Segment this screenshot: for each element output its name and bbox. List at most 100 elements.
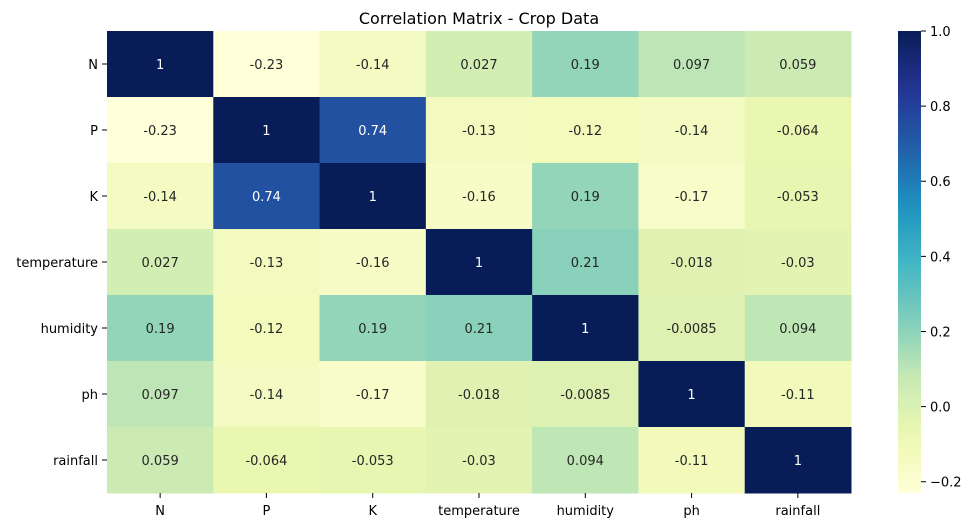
colorbar-tick-label: 0.0 [930,401,951,416]
heatmap-cell [107,31,214,98]
heatmap-cells [107,31,852,494]
cell-annotation: 1 [262,124,270,139]
heatmap-cell [532,229,639,296]
cell-annotation: -0.12 [568,124,602,139]
cell-annotation: -0.064 [245,454,287,469]
x-tick-label: K [368,504,377,519]
heatmap-cell [107,163,214,230]
cell-annotation: -0.03 [462,454,496,469]
heatmap-cell [425,427,533,494]
heatmap-cell [532,163,639,230]
heatmap-cell [213,163,321,230]
heatmap-cell [319,229,427,296]
heatmap-cell [107,229,214,296]
cell-annotation: -0.0085 [560,388,610,403]
heatmap-cell [532,31,639,98]
heatmap-cell [532,97,639,164]
heatmap-cell [213,427,321,494]
cell-annotation: -0.23 [250,58,284,73]
colorbar-tick-label: 0.2 [930,325,951,340]
cell-annotation: 1 [687,388,695,403]
cell-annotation: -0.11 [675,454,709,469]
colorbar-tick-label: 1.0 [930,25,951,40]
cell-annotation: -0.053 [352,454,394,469]
heatmap-cell [213,295,321,362]
y-tick-label: K [89,190,98,205]
cell-annotation: 1 [369,190,377,205]
colorbar-tick-label: −0.2 [930,476,962,491]
cell-annotation: -0.12 [250,322,284,337]
heatmap-cell [319,31,427,98]
heatmap-cell [425,163,533,230]
heatmap-cell [638,31,746,98]
colorbar-tick-label: 0.4 [930,250,951,265]
cell-annotation: -0.17 [675,190,709,205]
heatmap-cell [638,427,746,494]
cell-annotation: -0.16 [462,190,496,205]
cell-annotation: 0.027 [142,256,179,271]
heatmap-cell [319,361,427,428]
heatmap-cell [532,427,639,494]
heatmap-cell [744,427,852,494]
cell-annotation: -0.17 [356,388,390,403]
cell-annotation: -0.053 [777,190,819,205]
heatmap-cell [425,229,533,296]
cell-annotation: -0.0085 [666,322,716,337]
x-tick-label: P [263,504,271,519]
y-tick-label: P [90,124,98,139]
heatmap-cell [425,31,533,98]
heatmap-cell [744,295,852,362]
heatmap-cell [744,97,852,164]
x-tick-label: humidity [557,504,615,519]
heatmap-cell [638,163,746,230]
y-tick-label: temperature [16,256,98,271]
colorbar-tick-label: 0.6 [930,175,951,190]
x-tick-label: temperature [438,504,520,519]
colorbar-gradient [898,31,921,493]
cell-annotation: -0.13 [250,256,284,271]
cell-annotation: 1 [156,58,164,73]
heatmap-cell [107,97,214,164]
cell-annotation: -0.14 [143,190,177,205]
chart-title: Correlation Matrix - Crop Data [359,9,599,28]
cell-annotations: 1 -0.23 -0.14 0.027 0.19 0.097 0.059 -0.23 1 0.74… [142,58,819,469]
cell-annotation: 0.027 [460,58,497,73]
heatmap-cell [638,361,746,428]
heatmap-cell [213,361,321,428]
heatmap-cell [107,295,214,362]
heatmap-cell [213,229,321,296]
heatmap-cell [107,361,214,428]
x-tick-label: rainfall [775,504,820,519]
cell-annotation: -0.13 [462,124,496,139]
cell-annotation: 0.094 [779,322,816,337]
cell-annotation: 1 [581,322,589,337]
cell-annotation: 0.097 [673,58,710,73]
heatmap-cell [319,97,427,164]
cell-annotation: -0.14 [356,58,390,73]
heatmap-cell [425,97,533,164]
cell-annotation: 0.097 [142,388,179,403]
cell-annotation: -0.064 [777,124,819,139]
cell-annotation: 0.19 [571,58,600,73]
cell-annotation: 0.21 [571,256,600,271]
heatmap-cell [213,97,321,164]
heatmap-cell [107,427,214,494]
heatmap-cell [319,163,427,230]
cell-annotation: 0.74 [252,190,281,205]
cell-annotation: -0.14 [250,388,284,403]
heatmap-cell [744,229,852,296]
cell-annotation: -0.03 [781,256,815,271]
x-tick-label: ph [683,504,700,519]
heatmap-cell [532,361,639,428]
heatmap-cell [425,361,533,428]
y-tick-label: N [88,58,98,73]
heatmap-cell [744,361,852,428]
heatmap-cell [744,31,852,98]
cell-annotation: -0.23 [143,124,177,139]
cell-annotation: -0.018 [671,256,713,271]
cell-annotation: -0.018 [458,388,500,403]
